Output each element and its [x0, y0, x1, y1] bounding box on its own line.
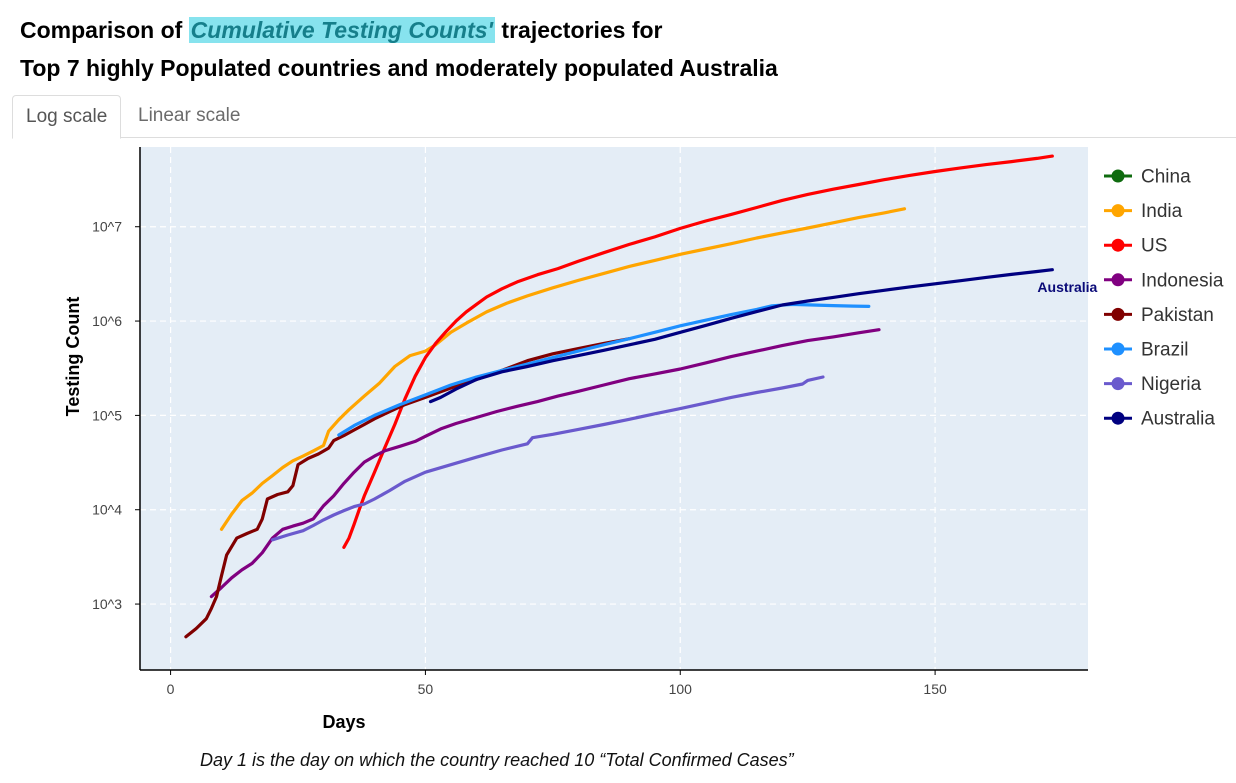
chart-title-line-1: Comparison of Cumulative Testing Counts'… [20, 17, 662, 44]
legend-label-pakistan: Pakistan [1141, 305, 1214, 326]
y-tick-label: 10^4 [92, 502, 122, 518]
title-suffix: trajectories for [495, 17, 663, 43]
legend-marker-nigeria [1111, 377, 1125, 391]
y-axis-title: Testing Count [63, 297, 83, 417]
y-tick-label: 10^3 [92, 596, 122, 612]
legend-label-china: China [1141, 167, 1191, 188]
legend-marker-pakistan [1111, 307, 1125, 321]
chart-caption: Day 1 is the day on which the country re… [200, 750, 794, 770]
tab-linear-scale[interactable]: Linear scale [138, 105, 241, 126]
legend-marker-india [1111, 204, 1125, 218]
legend-marker-australia [1111, 411, 1125, 425]
tab-log-scale[interactable]: Log scale [12, 95, 122, 139]
annotation-australia: Australia [1037, 279, 1097, 295]
x-tick-label: 100 [669, 681, 693, 697]
series-line-india [219, 207, 907, 531]
x-tick-label: 0 [167, 681, 175, 697]
legend-label-australia: Australia [1141, 409, 1215, 430]
scale-tabs: Log scale Linear scale [12, 95, 1236, 139]
y-tick-label: 10^6 [92, 313, 122, 329]
title-prefix: Comparison of [20, 17, 189, 43]
legend-label-indonesia: Indonesia [1141, 270, 1224, 291]
y-tick-label: 10^7 [92, 219, 122, 235]
x-axis-title: Days [322, 712, 365, 732]
title-highlight: Cumulative Testing Counts' [188, 17, 496, 43]
legend-marker-china [1111, 169, 1125, 183]
series-line-brazil [337, 302, 871, 437]
chart-title-line-2: Top 7 highly Populated countries and mod… [20, 55, 778, 81]
legend-label-us: US [1141, 236, 1167, 257]
legend-marker-indonesia [1111, 273, 1125, 287]
series-line-us [342, 154, 1054, 549]
legend-label-nigeria: Nigeria [1141, 374, 1202, 395]
testing-count-chart: 0 50 100 150 10^3 10^4 10^5 10^6 10^7 Days Testing… [63, 147, 1224, 732]
series-line-australia [428, 268, 1054, 404]
legend-label-brazil: Brazil [1141, 340, 1189, 361]
legend-label-india: India [1141, 201, 1183, 222]
plot-background [140, 147, 1088, 670]
legend-marker-brazil [1111, 342, 1125, 356]
legend-marker-us [1111, 238, 1125, 252]
x-tick-label: 150 [923, 681, 947, 697]
series-line-nigeria [270, 375, 825, 542]
x-tick-label: 50 [418, 681, 434, 697]
y-tick-label: 10^5 [92, 407, 122, 423]
series-line-indonesia [209, 328, 881, 599]
